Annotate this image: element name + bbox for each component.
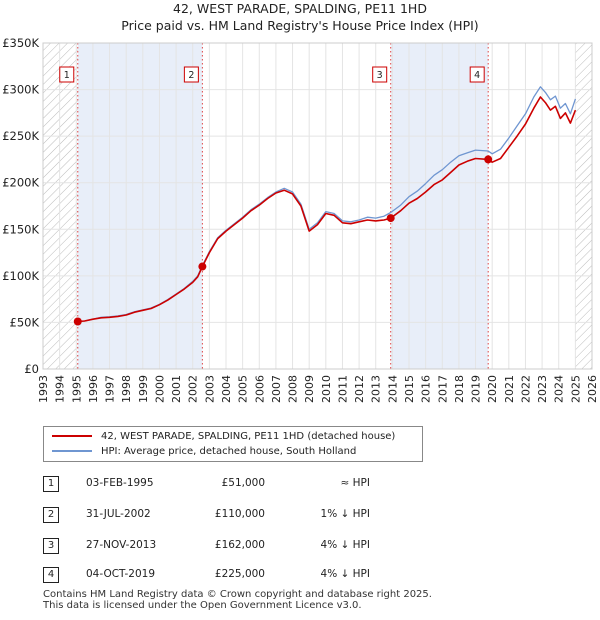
legend-item-hpi: HPI: Average price, detached house, Sout…	[52, 445, 356, 459]
x-tick-label: 2015	[403, 375, 416, 403]
transaction-hpi-diff: 4% ↓ HPI	[320, 568, 370, 580]
transaction-price: £225,000	[214, 568, 265, 580]
legend-swatch-hpi	[52, 450, 92, 452]
sale-label: 1	[64, 70, 70, 81]
legend-label-hpi: HPI: Average price, detached house, Sout…	[101, 446, 357, 457]
legend-label-property: 42, WEST PARADE, SPALDING, PE11 1HD (det…	[101, 431, 396, 442]
transaction-hpi-diff: ≈ HPI	[340, 477, 370, 489]
transaction-price: £110,000	[214, 508, 265, 520]
sale-point	[73, 317, 82, 326]
legend: 42, WEST PARADE, SPALDING, PE11 1HD (det…	[43, 426, 423, 462]
transaction-price: £162,000	[214, 539, 265, 551]
sale-label: 4	[474, 70, 480, 81]
x-tick-label: 1999	[137, 375, 150, 403]
x-tick-label: 2014	[386, 375, 399, 403]
transaction-hpi-diff: 4% ↓ HPI	[320, 539, 370, 551]
transaction-date: 03-FEB-1995	[86, 477, 154, 489]
x-tick-label: 1994	[54, 375, 67, 403]
sale-point	[386, 214, 395, 223]
footer-attribution: Contains HM Land Registry data © Crown c…	[43, 589, 432, 611]
x-tick-label: 1995	[70, 375, 83, 403]
transaction-date: 04-OCT-2019	[86, 568, 155, 580]
transaction-price: £51,000	[221, 477, 265, 489]
sale-point	[198, 262, 207, 271]
x-tick-label: 2018	[453, 375, 466, 403]
table-row: 3 27-NOV-2013 £162,000 4% ↓ HPI	[0, 538, 600, 558]
transaction-number: 4	[43, 567, 59, 583]
table-row: 2 31-JUL-2002 £110,000 1% ↓ HPI	[0, 507, 600, 527]
table-row: 4 04-OCT-2019 £225,000 4% ↓ HPI	[0, 567, 600, 587]
y-tick-label: £150K	[2, 222, 39, 236]
sale-label-box	[469, 66, 485, 83]
x-tick-label: 2001	[170, 375, 183, 403]
x-tick-label: 2007	[270, 375, 283, 403]
x-tick-label: 1993	[37, 375, 50, 403]
x-tick-label: 2000	[153, 375, 166, 403]
x-tick-label: 1997	[104, 375, 117, 403]
x-tick-label: 2006	[253, 375, 266, 403]
y-tick-label: £200K	[2, 176, 39, 190]
chart-title-block: 42, WEST PARADE, SPALDING, PE11 1HD Pric…	[0, 0, 600, 34]
y-tick-label: £350K	[2, 36, 39, 50]
chart-subtitle: Price paid vs. HM Land Registry's House …	[121, 18, 479, 33]
chart-title: 42, WEST PARADE, SPALDING, PE11 1HD	[173, 1, 427, 16]
transaction-date: 31-JUL-2002	[86, 508, 151, 520]
x-tick-label: 1998	[120, 375, 133, 403]
plot-frame	[42, 42, 593, 370]
out-of-range-hatch	[43, 43, 78, 369]
y-tick-label: £100K	[2, 269, 39, 283]
x-tick-label: 2013	[370, 375, 383, 403]
x-tick-label: 2020	[486, 375, 499, 403]
x-tick-label: 2019	[470, 375, 483, 403]
x-tick-label: 2003	[203, 375, 216, 403]
sale-label: 2	[188, 70, 194, 81]
y-tick-label: £300K	[2, 83, 39, 97]
x-tick-label: 2002	[187, 375, 200, 403]
y-tick-label: £0	[24, 362, 39, 376]
x-tick-label: 2008	[287, 375, 300, 403]
x-tick-label: 1996	[87, 375, 100, 403]
transaction-number: 2	[43, 507, 59, 523]
out-of-range-hatch	[575, 43, 592, 369]
legend-item-property: 42, WEST PARADE, SPALDING, PE11 1HD (det…	[52, 430, 395, 444]
sale-point	[484, 155, 493, 164]
transaction-hpi-diff: 1% ↓ HPI	[320, 508, 370, 520]
y-tick-label: £250K	[2, 129, 39, 143]
x-tick-label: 2012	[353, 375, 366, 403]
table-row: 1 03-FEB-1995 £51,000 ≈ HPI	[0, 476, 600, 496]
sale-label-box	[372, 66, 388, 83]
footer-line-2: This data is licensed under the Open Gov…	[43, 600, 362, 611]
transaction-number: 3	[43, 538, 59, 554]
y-tick-label: £50K	[10, 315, 40, 329]
x-tick-label: 2017	[436, 375, 449, 403]
x-tick-label: 2010	[320, 375, 333, 403]
sale-label: 3	[377, 70, 383, 81]
footer-line-1: Contains HM Land Registry data © Crown c…	[43, 589, 432, 600]
sale-label-box	[59, 66, 75, 83]
x-tick-label: 2022	[519, 375, 532, 403]
x-tick-label: 2009	[303, 375, 316, 403]
x-tick-label: 2016	[420, 375, 433, 403]
x-tick-label: 2023	[536, 375, 549, 403]
transaction-number: 1	[43, 476, 59, 492]
x-tick-label: 2005	[237, 375, 250, 403]
transaction-date: 27-NOV-2013	[86, 539, 157, 551]
x-tick-label: 2026	[586, 375, 599, 403]
x-tick-label: 2004	[220, 375, 233, 403]
property-price-line	[77, 96, 577, 323]
ownership-period-shade	[77, 43, 203, 369]
sale-label-box	[183, 66, 199, 83]
x-tick-label: 2025	[569, 375, 582, 403]
x-tick-label: 2011	[336, 375, 349, 403]
x-tick-label: 2024	[553, 375, 566, 403]
price-chart: 1 2 3 4 1993 1994 1995 1996 1997 1998 1999 2000 200…	[2, 36, 599, 403]
legend-swatch-property	[52, 435, 92, 437]
x-tick-label: 2021	[503, 375, 516, 403]
